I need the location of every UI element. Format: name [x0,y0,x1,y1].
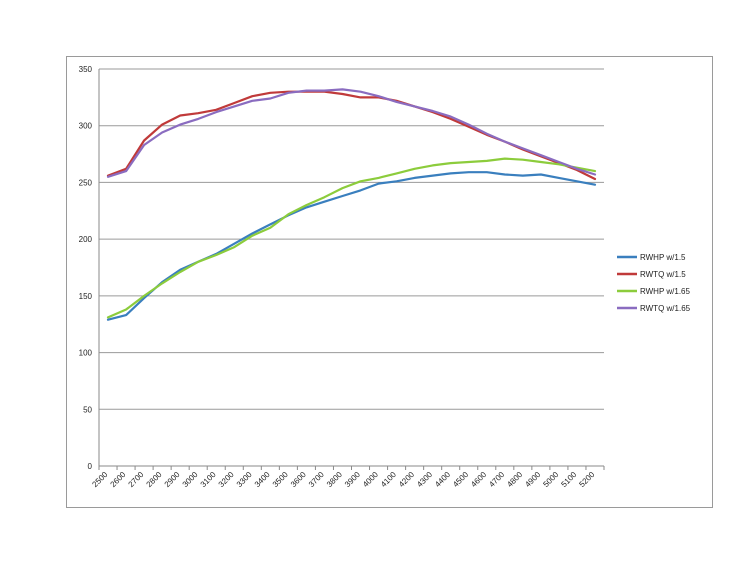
y-tick-label: 50 [83,405,92,414]
series-line [106,157,597,319]
x-tick-label: 5200 [577,470,596,489]
x-tick-label: 4500 [451,470,470,489]
x-tick-label: 4700 [487,470,506,489]
x-tick-label: 4800 [505,470,524,489]
series-line [106,90,597,181]
x-tick-label: 2700 [127,470,146,489]
x-tick-label: 5100 [559,470,578,489]
legend-label: RWHP w/1.65 [640,287,690,296]
x-tick-label: 4900 [523,470,542,489]
legend-label: RWHP w/1.5 [640,253,686,262]
x-tick-label: 2500 [90,470,109,489]
x-tick-label: 2600 [109,470,128,489]
y-tick-label: 250 [79,178,93,187]
x-tick-label: 2900 [163,470,182,489]
series-line [106,88,597,178]
x-tick-label: 3900 [343,470,362,489]
x-tick-label: 3500 [271,470,290,489]
y-tick-label: 150 [79,292,93,301]
x-tick-label: 3700 [307,470,326,489]
x-tick-label: 5000 [541,470,560,489]
x-tick-label: 3100 [199,470,218,489]
x-tick-label: 3400 [253,470,272,489]
legend-label: RWTQ w/1.65 [640,304,691,313]
y-tick-label: 100 [79,349,93,358]
series-line [106,171,597,321]
y-tick-label: 350 [79,65,93,74]
y-tick-label: 300 [79,122,93,131]
x-tick-label: 4000 [361,470,380,489]
chart-frame [66,56,713,508]
x-tick-label: 4400 [433,470,452,489]
x-tick-label: 3300 [235,470,254,489]
x-tick-label: 3200 [217,470,236,489]
x-tick-label: 4600 [469,470,488,489]
x-tick-label: 3000 [181,470,200,489]
y-tick-label: 200 [79,235,93,244]
x-tick-label: 3800 [325,470,344,489]
x-tick-label: 2800 [145,470,164,489]
legend-label: RWTQ w/1.5 [640,270,686,279]
x-tick-label: 4300 [415,470,434,489]
y-tick-label: 0 [88,462,93,471]
x-tick-label: 3600 [289,470,308,489]
x-tick-label: 4200 [397,470,416,489]
x-tick-label: 4100 [379,470,398,489]
